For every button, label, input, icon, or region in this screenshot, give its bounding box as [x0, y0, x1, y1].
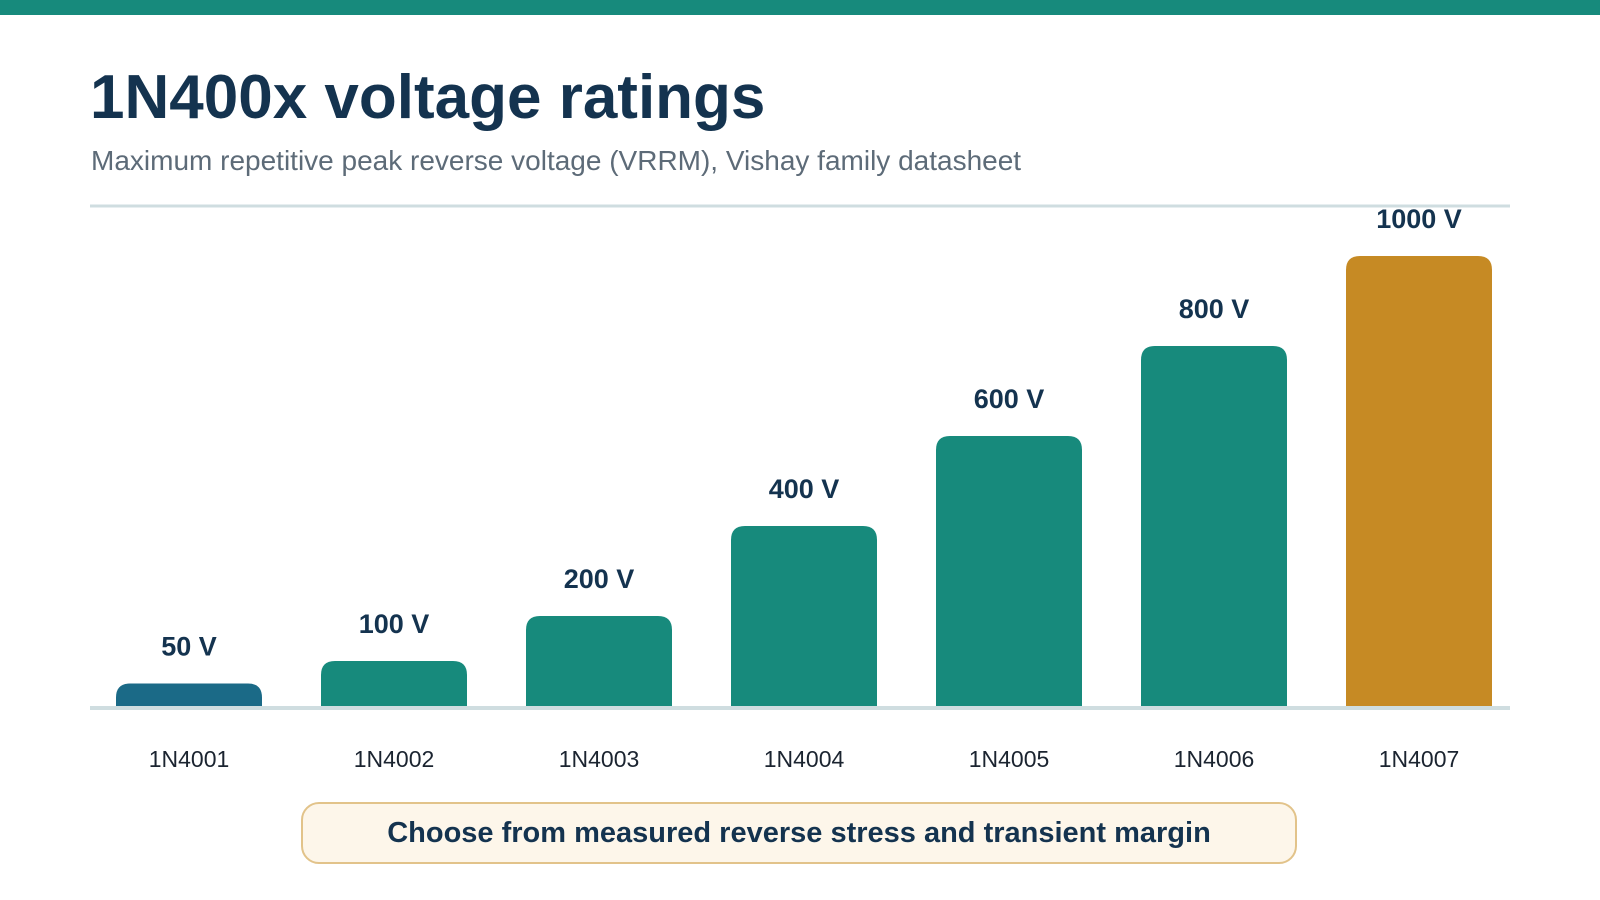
data-label-1n4002: 100 V — [359, 609, 430, 639]
callout-text: Choose from measured reverse stress and … — [387, 816, 1211, 849]
bar-1n4007 — [1346, 256, 1492, 706]
bar-1n4001 — [116, 683, 262, 706]
x-tick-label-1n4002: 1N4002 — [354, 746, 435, 772]
data-label-1n4007: 1000 V — [1376, 204, 1462, 234]
x-tick-label-1n4004: 1N4004 — [764, 746, 845, 772]
bar-chart: 50 V 1N4001 100 V 1N4002 200 V 1N4003 400 V 1N4… — [90, 204, 1510, 772]
chart-subtitle: Maximum repetitive peak reverse voltage … — [91, 145, 1022, 176]
x-tick-label-1n4001: 1N4001 — [149, 746, 230, 772]
data-label-1n4003: 200 V — [564, 564, 635, 594]
recommendation-callout: Choose from measured reverse stress and … — [301, 802, 1297, 864]
bar-1n4004 — [731, 526, 877, 706]
bar-1n4002 — [321, 661, 467, 706]
bar-1n4005 — [936, 436, 1082, 706]
x-tick-label-1n4007: 1N4007 — [1379, 746, 1460, 772]
bar-1n4003 — [526, 616, 672, 706]
data-label-1n4006: 800 V — [1179, 294, 1250, 324]
x-tick-label-1n4003: 1N4003 — [559, 746, 640, 772]
bar-1n4006 — [1141, 346, 1287, 706]
x-tick-label-1n4006: 1N4006 — [1174, 746, 1255, 772]
top-accent-band — [0, 0, 1600, 15]
chart-title: 1N400x voltage ratings — [90, 63, 766, 132]
data-label-1n4001: 50 V — [161, 632, 217, 662]
data-label-1n4005: 600 V — [974, 384, 1045, 414]
x-tick-label-1n4005: 1N4005 — [969, 746, 1050, 772]
bars-group: 50 V 1N4001 100 V 1N4002 200 V 1N4003 400 V 1N4… — [116, 204, 1492, 772]
data-label-1n4004: 400 V — [769, 474, 840, 504]
